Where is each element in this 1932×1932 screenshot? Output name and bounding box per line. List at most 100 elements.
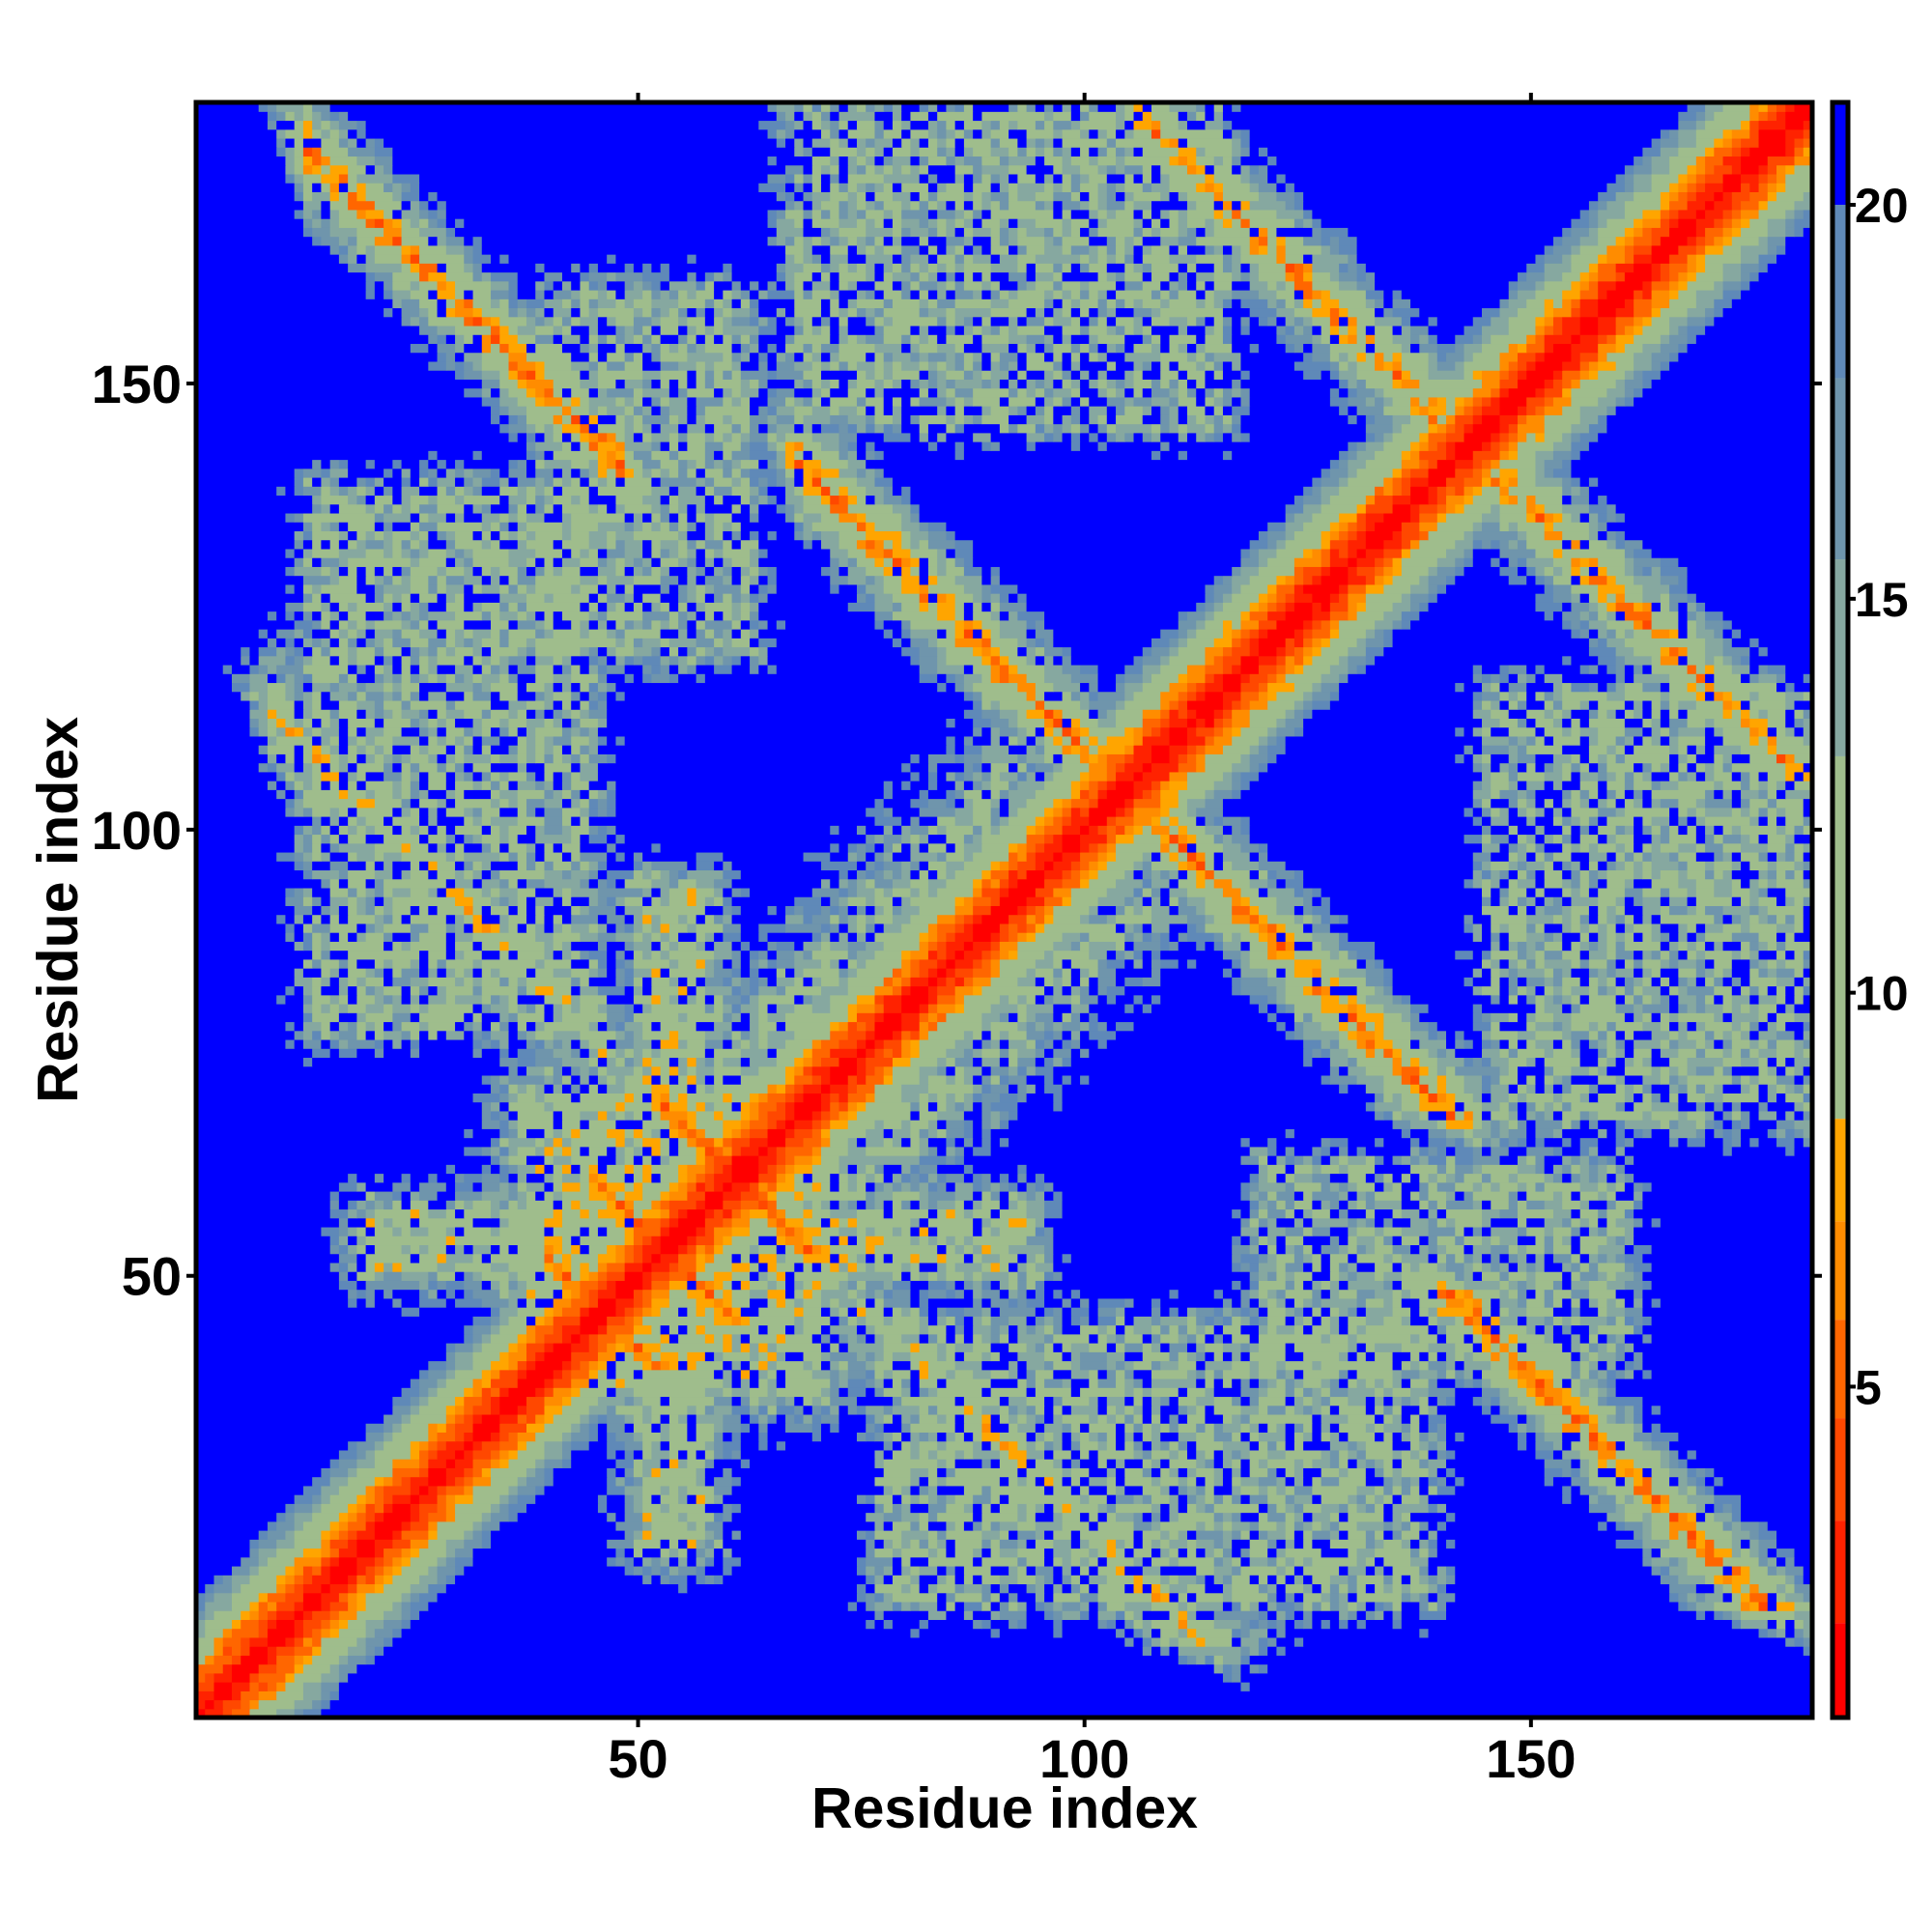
heatmap-cell <box>1026 1360 1045 1371</box>
heatmap-cell <box>1410 1556 1430 1567</box>
heatmap-cell <box>811 1369 831 1379</box>
heatmap-cell <box>919 1146 929 1156</box>
heatmap-cell <box>1178 1351 1188 1362</box>
heatmap-cell <box>348 1655 367 1665</box>
heatmap-cell <box>410 1556 439 1567</box>
heatmap-cell <box>588 1432 599 1442</box>
heatmap-cell <box>1562 1396 1581 1406</box>
heatmap-cell <box>973 1324 992 1335</box>
heatmap-cell <box>633 1297 643 1308</box>
heatmap-cell <box>374 1494 384 1504</box>
heatmap-cell <box>651 1271 670 1281</box>
heatmap-cell <box>866 1190 876 1201</box>
heatmap-cell <box>1267 1405 1287 1415</box>
heatmap-cell <box>946 1520 956 1531</box>
heatmap-cell <box>1624 1413 1634 1424</box>
heatmap-cell <box>1303 1208 1313 1219</box>
heatmap-cell <box>249 1610 260 1620</box>
heatmap-cell <box>794 1280 805 1291</box>
heatmap-cell <box>1624 1467 1634 1478</box>
heatmap-cell <box>1321 1619 1331 1630</box>
heatmap-cell <box>1026 1413 1037 1424</box>
heatmap-cell <box>696 1360 724 1371</box>
heatmap-cell <box>1624 1253 1643 1264</box>
heatmap-cell <box>1428 1236 1438 1246</box>
heatmap-cell <box>615 1217 626 1228</box>
heatmap-cell <box>1419 1432 1430 1442</box>
heatmap-cell <box>1731 1619 1742 1630</box>
heatmap-cell <box>196 1520 269 1531</box>
heatmap-cell <box>1356 1378 1367 1388</box>
heatmap-cell <box>1535 1378 1546 1388</box>
heatmap-cell <box>374 1244 403 1255</box>
heatmap-cell <box>963 1280 974 1291</box>
heatmap-cell <box>597 1378 617 1388</box>
heatmap-cell <box>1053 1324 1064 1335</box>
heatmap-cell <box>678 1217 706 1228</box>
heatmap-cell <box>329 1476 349 1487</box>
heatmap-cell <box>723 1351 751 1362</box>
heatmap-cell <box>963 1324 974 1335</box>
heatmap-cell <box>668 1146 679 1156</box>
heatmap-cell <box>213 1636 224 1647</box>
heatmap-cell <box>668 1539 679 1549</box>
heatmap-cell <box>668 1548 679 1558</box>
heatmap-cell <box>1446 1396 1456 1406</box>
heatmap-cell <box>1196 1449 1207 1460</box>
heatmap-cell <box>1258 1520 1278 1531</box>
heatmap-cell <box>714 1173 733 1183</box>
heatmap-cell <box>1205 1575 1215 1585</box>
heatmap-cell <box>758 1405 769 1415</box>
heatmap-cell <box>1428 1520 1438 1531</box>
heatmap-cell <box>1482 1316 1492 1326</box>
heatmap-cell <box>1562 1271 1573 1281</box>
heatmap-cell <box>1499 1155 1519 1165</box>
heatmap-cell <box>1606 1432 1634 1442</box>
heatmap-cell <box>588 1440 608 1451</box>
heatmap-cell <box>222 1575 233 1585</box>
heatmap-cell <box>946 1253 965 1264</box>
heatmap-cell <box>1642 1324 1813 1335</box>
heatmap-cell <box>1606 1485 1634 1495</box>
heatmap-cell <box>1053 1333 1090 1344</box>
heatmap-cell <box>472 1449 492 1460</box>
heatmap-cell <box>1482 1226 1492 1236</box>
heatmap-cell <box>990 1226 1001 1236</box>
heatmap-cell <box>785 1164 795 1175</box>
heatmap-cell <box>1222 1369 1251 1379</box>
heatmap-cell <box>937 1378 948 1388</box>
heatmap-cell <box>1436 1601 1447 1611</box>
heatmap-cell <box>856 1173 867 1183</box>
heatmap-cell <box>1562 1494 1573 1504</box>
heatmap-cell <box>1312 1289 1322 1299</box>
heatmap-cell <box>1695 1548 1706 1558</box>
heatmap-cell <box>588 1289 599 1299</box>
heatmap-cell <box>1571 1164 1581 1175</box>
heatmap-cell <box>723 1494 858 1504</box>
heatmap-cell <box>1705 1476 1715 1487</box>
heatmap-cell <box>1526 1253 1537 1264</box>
heatmap-cell <box>1232 1476 1242 1487</box>
heatmap-cell <box>981 1548 992 1558</box>
heatmap-cell <box>1276 1369 1287 1379</box>
heatmap-cell <box>758 1262 769 1272</box>
heatmap-cell <box>1642 1423 1653 1433</box>
heatmap-cell <box>1062 1467 1072 1478</box>
heatmap-cell <box>1606 1297 1617 1308</box>
heatmap-cell <box>1267 1485 1278 1495</box>
heatmap-cell <box>1329 1271 1340 1281</box>
heatmap-cell <box>1035 1520 1064 1531</box>
heatmap-cell <box>249 1601 260 1611</box>
heatmap-cell <box>811 1413 822 1424</box>
heatmap-cell <box>1258 1583 1268 1594</box>
heatmap-cell <box>428 1369 447 1379</box>
heatmap-cell <box>1303 1280 1313 1291</box>
heatmap-cell <box>1482 1378 1492 1388</box>
heatmap-cell <box>838 1369 849 1379</box>
heatmap-cell <box>1383 1610 1394 1620</box>
heatmap-cell <box>374 1440 384 1451</box>
heatmap-cell <box>1160 1333 1179 1344</box>
heatmap-cell <box>1240 1682 1251 1691</box>
heatmap-cell <box>821 1244 831 1255</box>
heatmap-cell <box>1606 1378 1617 1388</box>
